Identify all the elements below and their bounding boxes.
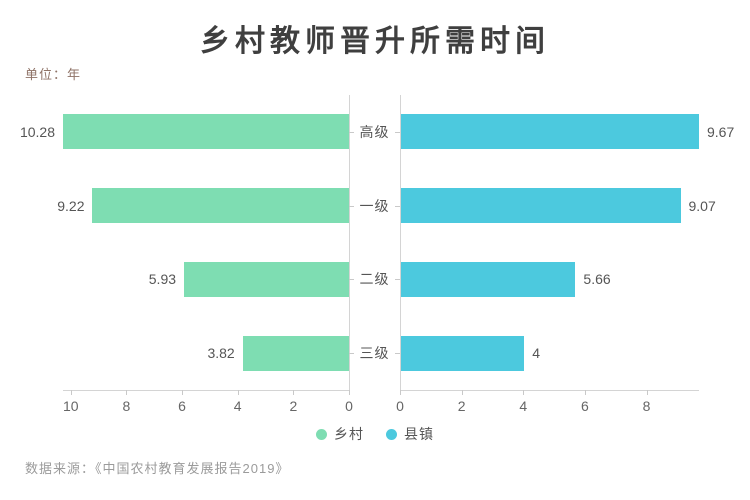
category-tick-left xyxy=(349,353,354,355)
bar-rural xyxy=(184,261,349,297)
right-axis-tick xyxy=(584,390,586,395)
category-tick-right xyxy=(395,353,400,355)
bar-town xyxy=(401,261,576,297)
left-axis-tick-label: 8 xyxy=(122,398,131,414)
axis-line-left-bottom xyxy=(63,390,350,391)
left-axis-tick xyxy=(126,390,128,395)
chart-title: 乡村教师晋升所需时间 xyxy=(200,25,550,58)
data-source-label: 数据来源：《中国农村教育发展报告2019》 xyxy=(25,461,290,476)
right-axis-tick-label: 8 xyxy=(642,398,651,414)
axis-line-right-vertical xyxy=(400,95,401,390)
left-axis-tick-label: 10 xyxy=(62,398,79,414)
axis-line-right-bottom xyxy=(400,390,699,391)
left-axis-tick-label: 0 xyxy=(345,398,353,414)
right-axis-tick xyxy=(523,390,525,395)
value-label-rural: 9.22 xyxy=(57,197,85,214)
left-axis-tick xyxy=(70,390,72,395)
legend-item: 乡村 xyxy=(316,424,364,444)
right-axis-tick-label: 0 xyxy=(396,398,404,414)
category-label: 高级 xyxy=(359,123,390,140)
unit-label: 单位：年 xyxy=(25,67,82,82)
bar-rural xyxy=(92,188,349,224)
category-label: 三级 xyxy=(359,345,390,362)
value-label-town: 9.67 xyxy=(707,123,735,140)
legend-label: 乡村 xyxy=(334,426,364,442)
value-label-town: 4 xyxy=(532,345,541,362)
bar-town xyxy=(401,335,525,371)
value-label-rural: 10.28 xyxy=(19,123,55,140)
legend-item: 县镇 xyxy=(386,424,434,444)
legend: 乡村 县镇 xyxy=(0,424,750,444)
bar-town xyxy=(401,114,699,150)
category-tick-left xyxy=(349,279,354,281)
bar-rural xyxy=(63,114,349,150)
category-tick-right xyxy=(395,279,400,281)
category-tick-right xyxy=(395,205,400,207)
legend-dot-icon xyxy=(386,428,397,440)
left-axis-tick xyxy=(237,390,239,395)
right-axis-tick xyxy=(461,390,463,395)
value-label-rural: 5.93 xyxy=(148,271,177,288)
category-tick-right xyxy=(395,131,400,133)
category-label: 一级 xyxy=(359,197,390,214)
right-axis-tick-label: 6 xyxy=(580,398,589,414)
right-axis-tick xyxy=(400,390,401,395)
value-label-town: 5.66 xyxy=(583,271,611,288)
left-axis-tick-label: 6 xyxy=(178,398,186,414)
right-axis-tick-label: 2 xyxy=(457,398,466,414)
category-tick-left xyxy=(349,131,354,133)
left-axis-tick xyxy=(293,390,295,395)
bar-town xyxy=(401,188,681,224)
left-axis-tick xyxy=(182,390,184,395)
legend-label: 县镇 xyxy=(404,426,434,442)
category-label: 二级 xyxy=(359,271,390,288)
left-axis-tick-label: 4 xyxy=(233,398,242,414)
left-axis-tick-label: 2 xyxy=(289,398,298,414)
bar-rural xyxy=(242,335,349,371)
right-axis-tick-label: 4 xyxy=(519,398,528,414)
legend-dot-icon xyxy=(316,428,327,440)
right-axis-tick xyxy=(646,390,648,395)
category-tick-left xyxy=(349,205,354,207)
value-label-rural: 3.82 xyxy=(207,345,235,362)
axis-line-left-vertical xyxy=(349,95,350,390)
left-axis-tick xyxy=(349,390,350,395)
value-label-town: 9.07 xyxy=(688,197,716,214)
